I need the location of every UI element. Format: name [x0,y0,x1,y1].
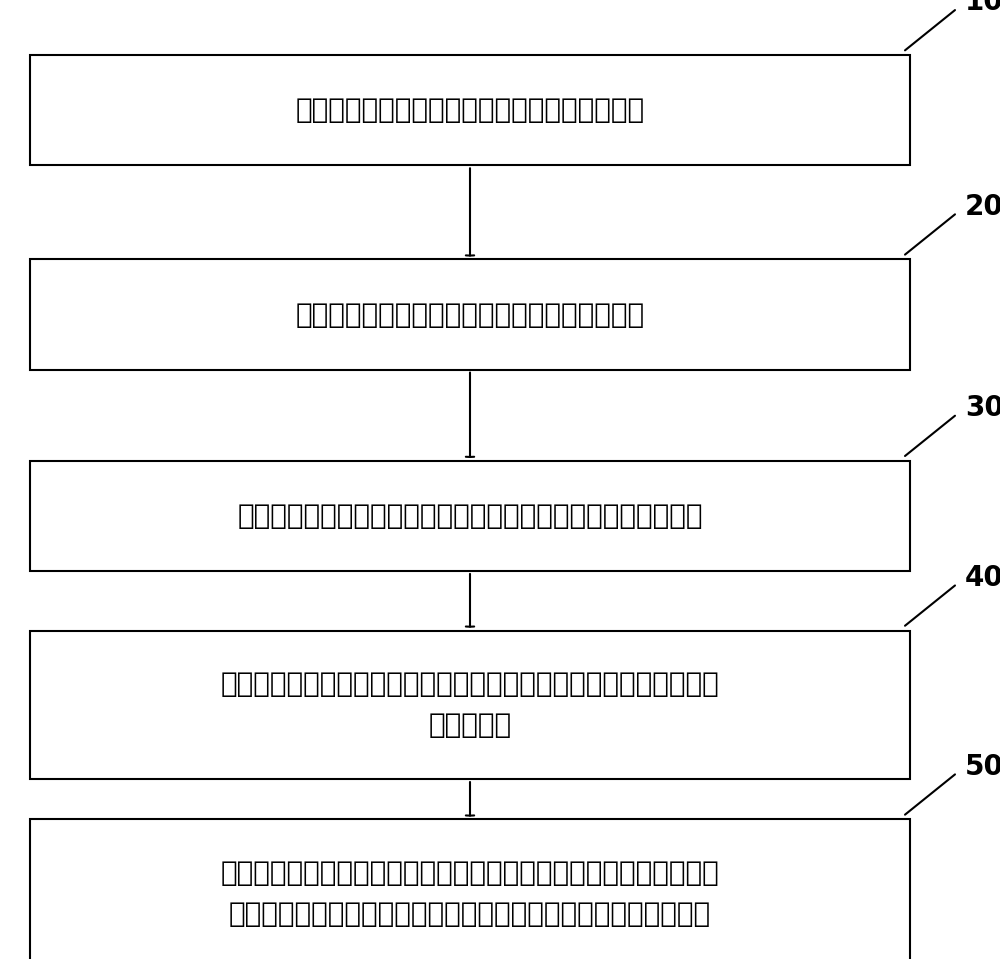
Text: 50: 50 [965,753,1000,781]
Text: 20: 20 [965,193,1000,221]
Bar [30,819,910,959]
Bar [30,631,910,779]
Text: 根据第二位姿转换关系及图像采集设备的第一外参信息，确定图像采
集设备的第二外参信息，其中，图像采集设备安装于可移动设备上: 根据第二位姿转换关系及图像采集设备的第一外参信息，确定图像采 集设备的第二外参信… [221,859,719,928]
Bar [30,55,910,165]
Bar [30,460,910,571]
Text: 通过第一传感器获取可移动设备的第一位姿信息: 通过第一传感器获取可移动设备的第一位姿信息 [295,96,645,125]
Text: 30: 30 [965,394,1000,422]
Text: 根据第一位姿转换关系、第一位姿信息和第二位姿信息，确定第二位
姿转换关系: 根据第一位姿转换关系、第一位姿信息和第二位姿信息，确定第二位 姿转换关系 [221,670,719,739]
Text: 10: 10 [965,0,1000,16]
Text: 40: 40 [965,564,1000,592]
Bar [30,259,910,369]
Text: 通过第二传感器获取可移动设备的第二位姿信息: 通过第二传感器获取可移动设备的第二位姿信息 [295,300,645,329]
Text: 获取第一传感器与第二传感器之间预先标定的第一位姿转换关系: 获取第一传感器与第二传感器之间预先标定的第一位姿转换关系 [237,502,703,530]
